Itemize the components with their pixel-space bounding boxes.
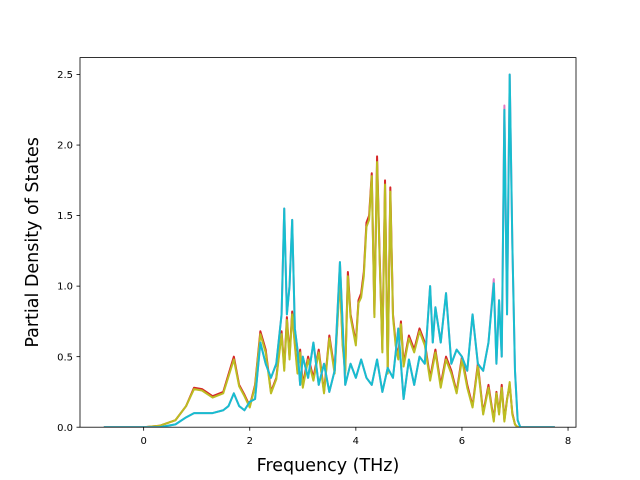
series-layer bbox=[103, 73, 555, 428]
y-tick-label: 0.5 bbox=[57, 352, 73, 363]
y-tick-label: 2.0 bbox=[57, 141, 73, 152]
y-axis: 0.0 0.5 1.0 1.5 2.0 2.5 bbox=[57, 70, 80, 434]
series-line-4 bbox=[103, 73, 555, 428]
y-tick-label: 1.0 bbox=[57, 282, 73, 293]
x-tick-label: 6 bbox=[459, 436, 465, 447]
y-axis-label: Partial Density of States bbox=[23, 137, 43, 348]
y-tick-label: 2.5 bbox=[57, 70, 73, 81]
x-tick-label: 4 bbox=[353, 436, 359, 447]
x-axis: 0 2 4 6 8 bbox=[140, 427, 571, 447]
x-tick-label: 0 bbox=[140, 436, 146, 447]
plot-frame bbox=[79, 57, 577, 428]
y-tick-label: 0.0 bbox=[57, 423, 73, 434]
y-tick-label: 1.5 bbox=[57, 211, 73, 222]
x-axis-label: Frequency (THz) bbox=[257, 456, 400, 476]
x-tick-label: 2 bbox=[247, 436, 253, 447]
x-tick-label: 8 bbox=[565, 436, 571, 447]
series-line-2 bbox=[103, 160, 555, 428]
